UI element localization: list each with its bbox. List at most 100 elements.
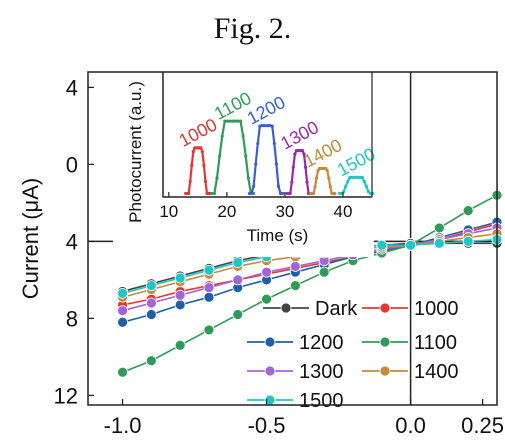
data-point-1100 (145, 355, 157, 367)
inset-pulse-point (238, 119, 243, 123)
legend: Dark 1000 1200 1100 1300 1400 1500 (247, 298, 459, 412)
inset-pulse-point (290, 180, 294, 184)
inset-y-axis-label: Photocurrent (a.u.) (126, 81, 145, 223)
x-tick-label: 0.0 (395, 413, 426, 438)
inset-pulse-point (360, 175, 364, 180)
data-point-1200 (174, 299, 186, 311)
inset-pulse-point (270, 124, 274, 128)
inset-pulse-point (210, 191, 214, 196)
inset-pulse-point (252, 184, 256, 188)
data-point-1100 (289, 280, 301, 292)
inset-background (113, 72, 374, 257)
inset-pulse-point (200, 150, 205, 154)
data-point-1100 (117, 366, 128, 378)
inset-pulse-point (303, 165, 308, 169)
inset-x-tick-label: 30 (275, 202, 294, 221)
inset-pulse-point (218, 154, 222, 158)
x-tick-label: -0.5 (248, 413, 286, 438)
inset-pulse-point (191, 150, 195, 154)
inset-pulse-point (305, 180, 309, 184)
data-point-1200 (117, 316, 128, 328)
inset-pulse-point (256, 141, 260, 146)
legend-label-1500: 1500 (299, 390, 344, 412)
data-point-1100 (261, 293, 272, 305)
data-point-1100 (203, 324, 215, 336)
inset-pulse-point (220, 134, 224, 138)
inset-pulse-point (364, 184, 368, 189)
inset-pulse-point (311, 191, 316, 196)
inset-pulse-point (272, 141, 276, 146)
figure-title: Fig. 2. (213, 12, 292, 45)
data-point-1500 (232, 257, 244, 268)
data-point-1100 (232, 309, 244, 320)
data-point-1500 (203, 264, 215, 276)
inset-pulse-point (212, 191, 216, 196)
inset-x-axis-label: Time (s) (247, 226, 309, 245)
inset-pulse-point (300, 148, 305, 153)
inset-pulse-point (327, 176, 331, 180)
data-point-1300 (289, 261, 301, 272)
data-point-1300 (203, 282, 215, 293)
legend-swatch-marker (379, 336, 391, 348)
inset-pulse-point (188, 179, 192, 184)
inset-pulse-point (346, 180, 350, 184)
inset-pulse-point (249, 191, 254, 196)
y-tick-label: 4 (66, 75, 78, 100)
inset-pulse-point (203, 179, 208, 184)
inset-pulse-point (291, 165, 295, 169)
inset-pulse-point (246, 176, 250, 180)
inset-pulse-point (276, 184, 281, 188)
data-point-1300 (174, 289, 186, 301)
data-point-1200 (203, 291, 215, 303)
data-point-1100 (318, 266, 330, 278)
inset-pulse-point (202, 163, 206, 168)
inset-x-tick-label: 10 (159, 202, 178, 221)
series-line-1100 (122, 194, 498, 374)
inset-pulse-point (223, 119, 227, 123)
legend-label-dark: Dark (315, 298, 358, 320)
inset-pulse-point (328, 185, 332, 189)
inset-pulse-point (231, 119, 235, 123)
inset-x-tick-label: 20 (217, 202, 236, 221)
y-tick-label: 4 (66, 229, 78, 254)
inset-pulse-point (288, 191, 292, 196)
inset-pulse-point (254, 162, 258, 166)
data-point-1500 (462, 235, 474, 247)
y-axis-label: Current (μA) (18, 178, 43, 299)
inset-pulse-point (215, 176, 219, 180)
inset-pulse-point (244, 154, 248, 158)
legend-swatch-marker (280, 302, 292, 314)
data-point-1100 (462, 205, 474, 216)
inset-pulse-point (293, 152, 297, 156)
inset-pulse-point (190, 163, 194, 168)
main-plot-frame (87, 71, 498, 406)
data-point-1500 (433, 237, 445, 249)
x-tick-label: 0.25 (461, 413, 504, 438)
data-point-1300 (145, 297, 157, 309)
legend-swatch-marker (264, 365, 276, 377)
inset-pulse-point (236, 119, 240, 123)
inset-pulse-point (274, 162, 278, 166)
data-point-1200 (145, 309, 157, 320)
data-point-1500 (174, 272, 186, 284)
legend-swatch-marker (379, 365, 391, 377)
inset-pulse-point (225, 119, 230, 123)
y-tick-label: 12 (54, 383, 78, 408)
inset-pulse-point (325, 168, 329, 173)
inset-x-tick-label: 40 (334, 202, 353, 221)
data-point-1300 (261, 266, 272, 278)
data-point-1100 (174, 339, 186, 351)
x-tick-label: -1.0 (104, 413, 142, 438)
inset-pulse-point (344, 184, 348, 189)
legend-label-1400: 1400 (414, 361, 459, 383)
inset-pulse-point (241, 134, 245, 138)
inset-pulse-point (313, 185, 317, 189)
data-point-1300 (117, 305, 128, 317)
data-point-1300 (232, 274, 244, 286)
legend-label-1300: 1300 (299, 361, 344, 383)
legend-label-1000: 1000 (414, 298, 459, 320)
inset-pulse-point (314, 176, 319, 180)
